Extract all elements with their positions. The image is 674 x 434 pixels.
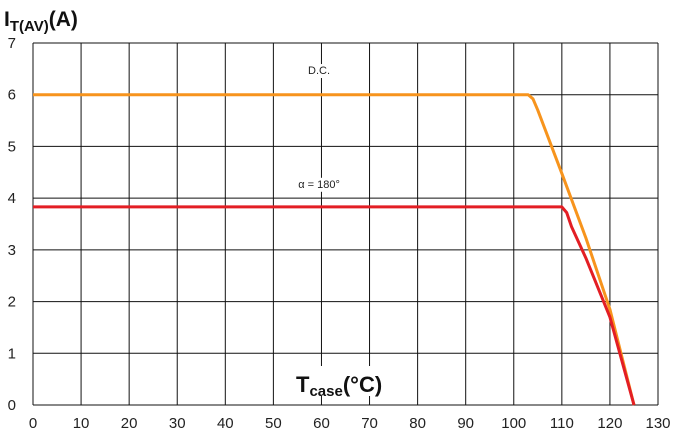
y-tick-label: 1 [8,345,16,362]
y-tick-label: 6 [8,87,16,104]
series-annotation-1: α = 180° [298,179,340,191]
annotation-backdrop [289,177,349,192]
x-tick-label: 60 [313,415,330,432]
x-tick-label: 100 [501,415,526,432]
x-axis-title-unit: (°C) [343,372,382,397]
series-lines [33,93,636,406]
x-tick-label: 110 [550,415,574,432]
x-tick-label: 70 [361,415,378,432]
series-line-0 [33,93,636,406]
x-axis-title-main: T [296,372,310,397]
annotation-backdrop [302,64,336,79]
grid-lines [32,42,659,406]
annotations: D.C. α = 180° [289,64,349,192]
x-axis-title-sub: case [309,383,342,400]
x-axis-title-backdrop [292,366,400,396]
tick-labels: 0 10 20 30 40 50 60 70 80 90 100 110 120 130 0 1 2 3 4 5 6 7 [8,35,671,432]
x-tick-label: 20 [121,415,138,432]
x-axis-title: Tcase(°C) [296,372,382,400]
series-line-1 [33,205,636,406]
x-tick-label: 10 [73,415,90,432]
y-axis-title-sub: T(AV) [10,18,49,35]
y-axis-title-main: I [4,8,10,31]
x-tick-label: 80 [409,415,426,432]
y-tick-label: 5 [8,138,16,155]
y-tick-label: 4 [8,190,16,207]
x-tick-label: 120 [597,415,622,432]
y-tick-label: 3 [8,242,16,259]
x-tick-label: 50 [265,415,282,432]
x-tick-label: 30 [169,415,186,432]
y-tick-label: 7 [8,35,16,52]
y-tick-label: 0 [8,397,16,414]
x-tick-label: 90 [457,415,474,432]
x-tick-label: 40 [217,415,234,432]
x-tick-label: 130 [645,415,670,432]
y-axis-title: IT(AV)(A) [4,8,78,35]
y-tick-label: 2 [8,294,16,311]
series-annotation-0: D.C. [308,65,330,77]
x-tick-label: 0 [29,415,37,432]
y-axis-title-unit: (A) [49,8,78,31]
